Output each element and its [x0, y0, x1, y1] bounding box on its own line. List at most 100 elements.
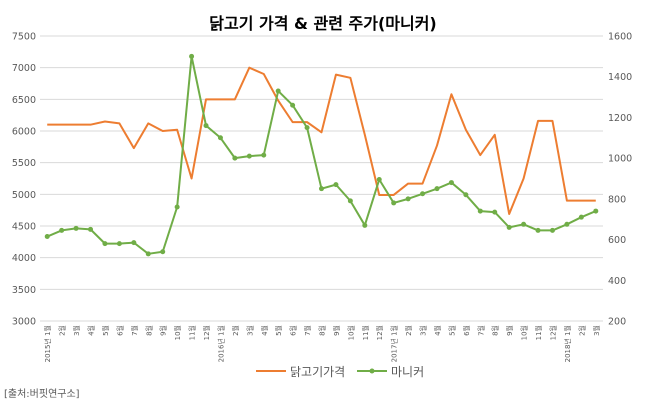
- x-tick-label: 5월: [274, 325, 283, 336]
- x-tick-label: 6월: [462, 325, 471, 336]
- data-point-maniker: [535, 227, 541, 233]
- data-point-maniker: [189, 53, 195, 59]
- data-point-maniker: [564, 221, 570, 227]
- data-point-maniker: [376, 177, 382, 183]
- x-tick-label: 5월: [447, 325, 456, 336]
- data-point-maniker: [521, 221, 527, 227]
- data-point-maniker: [434, 186, 440, 192]
- x-tick-label: 9월: [159, 325, 168, 336]
- legend: 닭고기가격 마니커: [256, 365, 424, 379]
- data-point-maniker: [203, 123, 209, 129]
- x-tick-label: 10월: [173, 325, 182, 340]
- x-tick-label: 6월: [115, 325, 124, 336]
- data-point-maniker: [477, 208, 483, 214]
- data-point-maniker: [246, 153, 252, 159]
- right-tick-label: 600: [608, 235, 626, 246]
- data-point-maniker: [59, 227, 65, 233]
- data-point-maniker: [275, 88, 281, 94]
- data-point-maniker: [174, 204, 180, 210]
- left-tick-label: 4000: [12, 253, 36, 264]
- right-tick-label: 1600: [608, 32, 632, 43]
- right-tick-label: 1200: [608, 113, 632, 124]
- data-point-maniker: [88, 226, 94, 232]
- data-point-maniker: [492, 209, 498, 215]
- x-tick-label: 2월: [577, 325, 586, 336]
- data-point-maniker: [549, 227, 555, 233]
- data-point-maniker: [347, 198, 353, 204]
- x-tick-label: 4월: [260, 325, 269, 336]
- left-tick-label: 6000: [12, 127, 36, 138]
- x-tick-label: 2월: [231, 325, 240, 336]
- data-point-maniker: [420, 191, 426, 197]
- x-tick-label: 2월: [58, 325, 67, 336]
- x-tick-label: 4월: [433, 325, 442, 336]
- data-point-maniker: [131, 240, 137, 246]
- left-tick-label: 3500: [12, 285, 36, 296]
- x-tick-label: 9월: [505, 325, 514, 336]
- x-tick-label: 9월: [332, 325, 341, 336]
- x-axis-ticks: 2015년 1월 2월 3월 4월 5월 6월 7월 8월 9월 10월 11월 12월 2016년 1…: [43, 325, 601, 362]
- x-tick-label: 8월: [144, 325, 153, 336]
- right-axis-ticks: 200 400 600 800 1000 1200 1400 1600: [608, 32, 632, 328]
- series-line-maniker: [46, 55, 597, 255]
- x-tick-label: 2017년 1월: [390, 325, 399, 362]
- data-point-maniker: [116, 241, 122, 247]
- data-point-maniker: [463, 192, 469, 198]
- data-point-maniker: [578, 214, 584, 220]
- legend-label-maniker: 마니커: [391, 365, 424, 379]
- data-point-maniker: [448, 180, 454, 186]
- legend-label-chicken-price: 닭고기가격: [290, 365, 345, 379]
- x-tick-label: 7월: [476, 325, 485, 336]
- x-tick-label: 6월: [289, 325, 298, 336]
- left-tick-label: 3000: [12, 317, 36, 328]
- legend-marker-maniker: [369, 368, 375, 374]
- grid-layer: [40, 35, 603, 322]
- data-point-maniker: [391, 200, 397, 206]
- data-point-maniker: [319, 186, 324, 192]
- left-tick-label: 4500: [12, 222, 36, 233]
- right-tick-label: 800: [608, 194, 626, 205]
- x-tick-label: 7월: [303, 325, 312, 336]
- data-point-maniker: [73, 225, 79, 231]
- x-tick-label: 11월: [361, 325, 370, 340]
- x-tick-label: 3월: [245, 325, 254, 336]
- data-point-maniker: [506, 224, 512, 230]
- series-line-chicken-price: [47, 66, 596, 215]
- data-point-maniker: [232, 155, 238, 161]
- left-tick-label: 7000: [12, 63, 36, 74]
- x-tick-label: 2018년 1월: [563, 325, 572, 362]
- x-tick-label: 5월: [101, 325, 110, 336]
- left-tick-label: 5000: [12, 190, 36, 201]
- left-tick-label: 6500: [12, 95, 36, 106]
- x-tick-label: 12월: [375, 325, 384, 340]
- x-tick-label: 8월: [318, 325, 327, 336]
- data-point-maniker: [290, 102, 296, 108]
- data-point-maniker: [304, 125, 310, 131]
- x-tick-label: 3월: [419, 325, 428, 336]
- x-tick-label: 4월: [87, 325, 96, 336]
- x-tick-label: 12월: [548, 325, 557, 340]
- left-tick-label: 5500: [12, 158, 36, 169]
- data-point-maniker: [160, 249, 166, 255]
- x-tick-label: 2016년 1월: [216, 325, 225, 362]
- right-tick-label: 400: [608, 276, 626, 287]
- data-point-maniker: [593, 208, 599, 214]
- x-tick-label: 11월: [188, 325, 197, 340]
- x-tick-label: 2015년 1월: [43, 325, 52, 362]
- data-point-maniker: [44, 234, 50, 240]
- x-tick-label: 8월: [491, 325, 500, 336]
- x-tick-label: 3월: [592, 325, 601, 336]
- data-point-maniker: [405, 196, 411, 202]
- x-tick-label: 11월: [534, 325, 543, 340]
- chart-title: 닭고기 가격 & 관련 주가(마니커): [209, 14, 437, 33]
- data-point-maniker: [261, 152, 267, 158]
- x-tick-label: 12월: [202, 325, 211, 340]
- data-point-maniker: [217, 135, 223, 141]
- right-tick-label: 1000: [608, 154, 632, 165]
- left-tick-label: 7500: [12, 32, 36, 43]
- data-point-maniker: [102, 241, 108, 247]
- right-tick-label: 1400: [608, 72, 632, 83]
- data-point-maniker: [145, 251, 151, 257]
- x-tick-label: 2월: [404, 325, 413, 336]
